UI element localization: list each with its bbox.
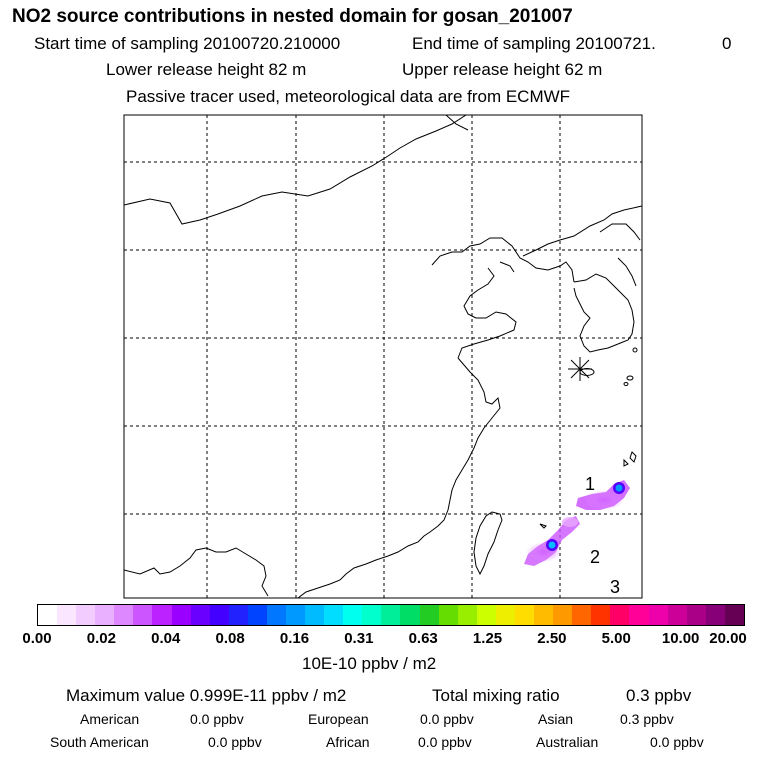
color-scale-segment bbox=[495, 605, 515, 625]
color-scale-segment bbox=[610, 605, 630, 625]
summary-line: Maximum value 0.999E-11 ppbv / m2 Total … bbox=[66, 686, 691, 706]
color-scale-segment bbox=[476, 605, 496, 625]
color-scale-segment bbox=[114, 605, 134, 625]
region-african-name: African bbox=[326, 734, 370, 750]
color-scale-segment bbox=[553, 605, 573, 625]
color-scale-tick-label: 1.25 bbox=[472, 630, 503, 647]
release-heights: Lower release height 82 m Upper release … bbox=[106, 60, 602, 80]
color-scale-segment bbox=[343, 605, 363, 625]
color-scale-tick-label: 0.31 bbox=[344, 630, 374, 647]
color-scale-segment bbox=[514, 605, 535, 625]
color-scale-segment bbox=[438, 605, 458, 625]
color-scale-segment bbox=[381, 605, 401, 625]
region-american-value: 0.0 ppbv bbox=[190, 711, 244, 727]
map-label-2: 2 bbox=[590, 547, 600, 567]
receptor-marker-icon bbox=[568, 357, 592, 381]
color-scale-segment bbox=[724, 605, 744, 625]
region-european-value: 0.0 ppbv bbox=[420, 711, 474, 727]
color-scale-segment bbox=[572, 605, 592, 625]
map-frame bbox=[123, 114, 643, 599]
color-scale-ticks: 0.00 0.02 0.04 0.08 0.16 0.31 0.63 1.25 2.50 5.00… bbox=[0, 630, 768, 650]
color-scale-segment bbox=[419, 605, 439, 625]
color-scale-segment bbox=[629, 605, 649, 625]
color-scale-segment bbox=[76, 605, 96, 625]
region-asian-name: Asian bbox=[538, 711, 574, 727]
color-scale-segment bbox=[247, 605, 267, 625]
color-scale-segment bbox=[152, 605, 172, 625]
region-australian-value: 0.0 ppbv bbox=[650, 734, 704, 750]
color-scale-segment bbox=[324, 605, 344, 625]
chart-title: NO2 source contributions in nested domai… bbox=[12, 6, 573, 27]
color-scale-segment bbox=[705, 605, 725, 625]
upper-release-height: Upper release height 62 m bbox=[402, 60, 603, 79]
region-asian-value: 0.3 ppbv bbox=[620, 711, 674, 727]
color-scale-segment bbox=[190, 605, 210, 625]
total-mixing-ratio-label: Total mixing ratio bbox=[432, 686, 560, 705]
color-scale-segment bbox=[686, 605, 706, 625]
coastlines bbox=[124, 115, 642, 598]
color-scale-segment bbox=[534, 605, 554, 625]
color-scale-segment bbox=[457, 605, 477, 625]
color-scale-segment bbox=[38, 605, 58, 625]
hotspot-1 bbox=[613, 482, 625, 494]
color-scale-segment bbox=[591, 605, 611, 625]
color-scale-bar bbox=[37, 604, 745, 626]
sampling-times: Start time of sampling 20100720.210000 E… bbox=[34, 34, 731, 54]
color-scale-segment bbox=[133, 605, 153, 625]
region-south-american-value: 0.0 ppbv bbox=[208, 734, 262, 750]
color-scale-tick-label: 0.04 bbox=[151, 630, 181, 647]
end-time: End time of sampling 20100721. bbox=[412, 34, 656, 53]
color-scale-segment bbox=[400, 605, 420, 625]
lower-release-height: Lower release height 82 m bbox=[106, 60, 307, 79]
grid-lines bbox=[124, 115, 642, 598]
color-scale-tick-label: 0.63 bbox=[408, 630, 438, 647]
color-scale-segment bbox=[667, 605, 687, 625]
tracer-note: Passive tracer used, meteorological data… bbox=[126, 87, 571, 106]
color-scale-segment bbox=[95, 605, 115, 625]
color-scale-segment bbox=[209, 605, 229, 625]
hotspot-2 bbox=[546, 539, 558, 551]
color-scale-segment bbox=[266, 605, 287, 625]
maximum-value: Maximum value 0.999E-11 ppbv / m2 bbox=[66, 686, 347, 705]
color-scale-segment bbox=[228, 605, 248, 625]
color-scale-tick-label: 0.02 bbox=[86, 630, 116, 647]
color-scale-segment bbox=[305, 605, 325, 625]
region-south-american-name: South American bbox=[50, 734, 149, 750]
color-scale-segment bbox=[171, 605, 191, 625]
color-scale-segment bbox=[286, 605, 306, 625]
map-label-1: 1 bbox=[585, 474, 595, 494]
region-american-name: American bbox=[80, 711, 140, 727]
plume-field bbox=[524, 480, 630, 566]
color-scale-tick-label: 10.00 bbox=[661, 630, 700, 647]
color-scale-tick-label: 5.00 bbox=[601, 630, 631, 647]
total-mixing-ratio-value: 0.3 ppbv bbox=[626, 686, 692, 705]
end-time-suffix: 0 bbox=[722, 34, 732, 53]
color-scale-tick-label: 20.00 bbox=[709, 630, 747, 647]
map-label-3: 3 bbox=[610, 577, 620, 597]
color-scale-tick-label: 0.16 bbox=[279, 630, 310, 647]
color-scale-tick-label: 2.50 bbox=[537, 630, 567, 647]
color-scale-tick-label: 0.08 bbox=[215, 630, 245, 647]
region-european-name: European bbox=[308, 711, 369, 727]
region-australian-name: Australian bbox=[536, 734, 599, 750]
color-scale-tick-label: 0.00 bbox=[22, 630, 52, 647]
region-african-value: 0.0 ppbv bbox=[418, 734, 472, 750]
start-time: Start time of sampling 20100720.210000 bbox=[34, 34, 341, 53]
color-scale-segment bbox=[57, 605, 77, 625]
color-scale-unit: 10E-10 ppbv / m2 bbox=[302, 654, 437, 673]
color-scale-segment bbox=[362, 605, 382, 625]
color-scale-segment bbox=[648, 605, 668, 625]
